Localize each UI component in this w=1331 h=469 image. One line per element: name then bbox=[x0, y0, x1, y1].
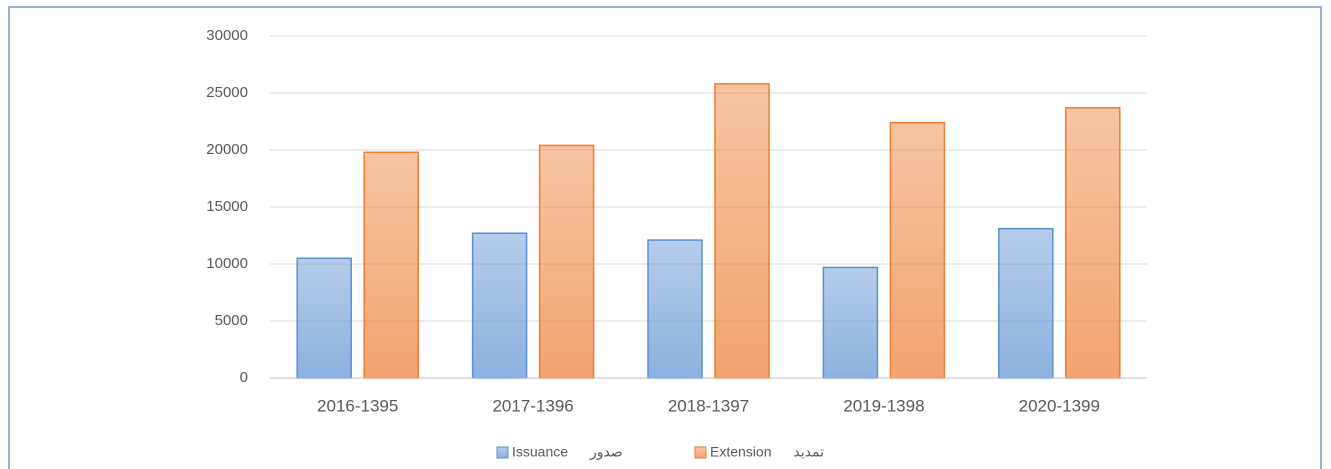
bar bbox=[714, 83, 770, 379]
bar bbox=[471, 232, 528, 379]
bar bbox=[998, 227, 1054, 379]
y-tick-label: 5000 bbox=[215, 312, 248, 329]
x-tick-label: 2019-1398 bbox=[843, 396, 924, 415]
legend-swatch bbox=[496, 446, 509, 459]
y-tick-label: 25000 bbox=[206, 84, 248, 101]
x-tick-label: 2018-1397 bbox=[668, 396, 749, 415]
y-tick-label: 15000 bbox=[206, 198, 248, 215]
y-tick-label: 20000 bbox=[206, 141, 248, 158]
bar bbox=[363, 151, 419, 379]
x-tick-label: 2020-1399 bbox=[1019, 396, 1100, 415]
y-tick-label: 30000 bbox=[206, 27, 248, 44]
chart-frame bbox=[8, 6, 1322, 469]
bar bbox=[889, 121, 946, 379]
bar bbox=[296, 257, 352, 379]
legend-label: Issuance صدور bbox=[512, 444, 623, 461]
y-tick-label: 0 bbox=[240, 369, 248, 386]
bar bbox=[1065, 107, 1121, 379]
legend-label: Extension تمدید bbox=[710, 444, 824, 460]
bar bbox=[538, 144, 595, 379]
x-tick-label: 2016-1395 bbox=[317, 396, 398, 415]
y-tick-label: 10000 bbox=[206, 255, 248, 272]
bar bbox=[822, 266, 879, 379]
x-tick-label: 2017-1396 bbox=[492, 396, 573, 415]
bar bbox=[647, 239, 703, 379]
legend-swatch bbox=[694, 446, 707, 459]
